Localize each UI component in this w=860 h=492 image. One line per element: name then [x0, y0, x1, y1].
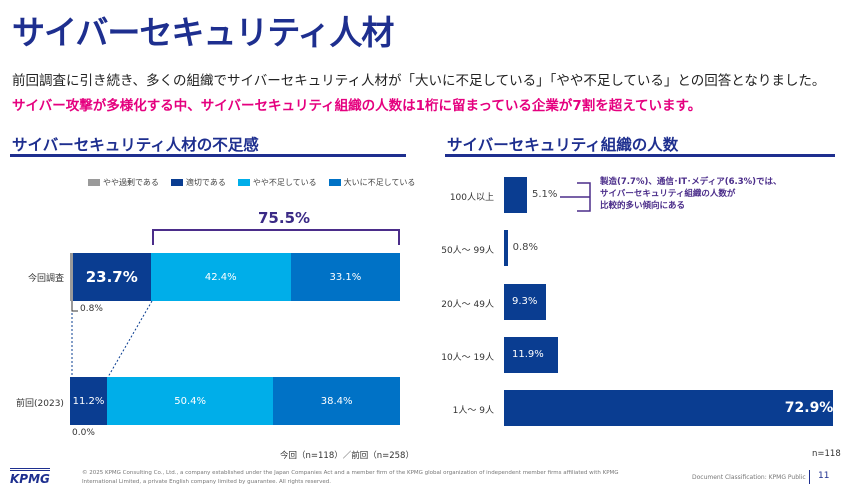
shortage-total-label: 75.5%: [258, 209, 311, 227]
value-label: 72.9%: [784, 400, 834, 416]
headcount-annotation: 製造(7.7%)、通信･IT･メディア(6.3%)では、 サイバーセキュリティ組…: [600, 176, 782, 212]
sample-note: 今回（n=118）／前回（n=258）: [280, 451, 414, 461]
segment-label: 23.7%: [85, 268, 138, 286]
bar-segment: 33.1%: [290, 253, 400, 301]
bar: [504, 230, 508, 266]
bar: [504, 284, 546, 320]
legend: やや過剰である 適切である やや不足している 大いに不足している: [88, 177, 415, 188]
shortage-bracket: [152, 229, 400, 245]
connector-line: [107, 300, 153, 378]
legend-item: 大いに不足している: [328, 177, 416, 188]
bar-segment: 50.4%: [106, 377, 274, 425]
bar-segment: 38.4%: [273, 377, 400, 425]
segment-label: 50.4%: [174, 395, 206, 407]
legend-item: やや不足している: [237, 177, 317, 188]
bar: [504, 177, 527, 213]
bar-segment: 23.7%: [72, 253, 151, 301]
right-divider: [445, 154, 835, 157]
left-divider: [10, 154, 406, 157]
annotation-line: 比較的多い傾向にある: [600, 201, 686, 211]
legend-label: 大いに不足している: [343, 178, 416, 187]
category-label: 1人～ 9人: [452, 406, 494, 416]
segment-label: 11.2%: [72, 395, 105, 407]
segment-label: 42.4%: [204, 271, 237, 283]
page-title: サイバーセキュリティ人材: [12, 13, 394, 52]
legend-label: やや過剰である: [103, 178, 159, 187]
left-chart-title: サイバーセキュリティ人材の不足感: [12, 136, 259, 154]
value-label: 9.3%: [512, 296, 538, 307]
segment-label: 38.4%: [320, 395, 353, 407]
copyright: © 2025 KPMG Consulting Co., Ltd., a comp…: [82, 469, 619, 487]
kpmg-logo: KPMG: [10, 468, 50, 486]
category-label: 20人～ 49人: [441, 300, 494, 310]
annotation-line: サイバーセキュリティ組織の人数が: [600, 189, 736, 199]
bar: [504, 337, 558, 373]
sample-note-right: n=118: [812, 449, 841, 459]
category-label: 50人～ 99人: [441, 246, 494, 256]
legend-label: やや不足している: [252, 178, 317, 187]
copyright-line: International Limited, a private English…: [82, 479, 331, 485]
page-number: 11: [818, 471, 830, 481]
bar: [504, 390, 833, 426]
value-label: 11.9%: [512, 349, 544, 360]
annotation-line: 製造(7.7%)、通信･IT･メディア(6.3%)では、: [600, 177, 782, 187]
category-label: 10人～ 19人: [441, 353, 494, 363]
bar-segment: 42.4%: [150, 253, 291, 301]
footer-divider: [809, 470, 810, 484]
bar-segment: 11.2%: [70, 377, 107, 425]
value-label: 5.1%: [532, 189, 558, 200]
lead-text: 前回調査に引き続き、多くの組織でサイバーセキュリティ人材が「大いに不足している」…: [12, 73, 826, 89]
classification: Document Classification: KPMG Public: [692, 474, 806, 481]
leader-line: [71, 301, 78, 312]
value-label: 0.8%: [512, 242, 538, 253]
excess-label-previous: 0.0%: [72, 428, 95, 438]
legend-label: 適切である: [185, 178, 226, 187]
bar-segment: [70, 253, 73, 301]
right-chart-title: サイバーセキュリティ組織の人数: [447, 136, 679, 154]
legend-item: 適切である: [170, 177, 226, 188]
category-label: 今回調査: [28, 274, 65, 284]
excess-label-current: 0.8%: [80, 304, 103, 314]
copyright-line: © 2025 KPMG Consulting Co., Ltd., a comp…: [82, 470, 619, 476]
category-label: 前回(2023): [16, 399, 64, 409]
category-label: 100人以上: [449, 193, 494, 203]
legend-item: やや過剰である: [88, 177, 159, 188]
highlight-text: サイバー攻撃が多様化する中、サイバーセキュリティ組織の人数は1桁に留まっている企…: [12, 98, 702, 114]
segment-label: 33.1%: [329, 271, 362, 283]
